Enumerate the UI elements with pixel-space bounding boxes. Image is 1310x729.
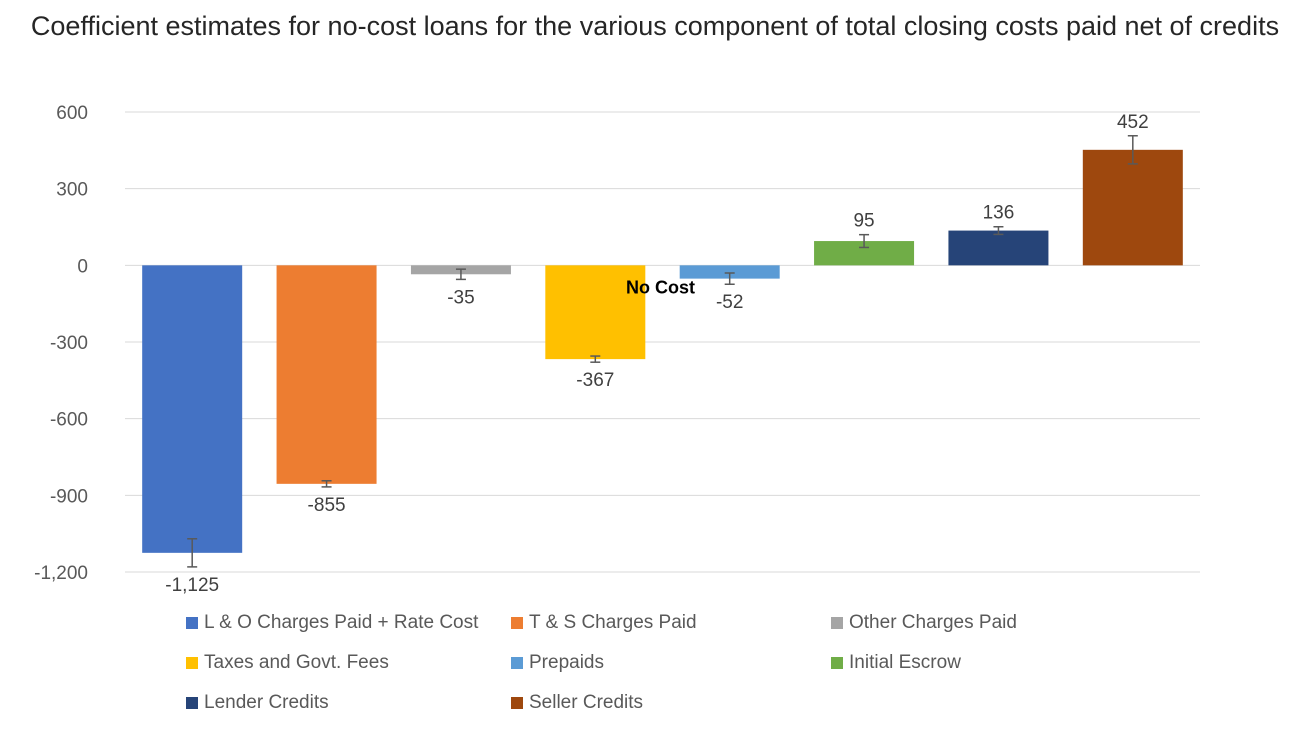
chart-annotation: No Cost [626, 277, 695, 297]
y-tick-label: -600 [50, 410, 88, 431]
chart-title: Coefficient estimates for no-cost loans … [30, 11, 1280, 41]
legend-item: Initial Escrow [831, 652, 961, 674]
bar [545, 265, 646, 360]
legend-swatch [186, 657, 198, 669]
data-label: -35 [447, 287, 474, 308]
bar [142, 265, 243, 553]
legend-swatch [831, 657, 843, 669]
data-label: -52 [716, 292, 743, 313]
legend-item: Taxes and Govt. Fees [186, 652, 389, 674]
bar [1082, 149, 1183, 266]
data-label: 452 [1117, 112, 1149, 133]
legend-item: Seller Credits [511, 692, 643, 714]
legend-swatch [831, 617, 843, 629]
y-tick-label: 300 [56, 180, 88, 201]
legend-item: Other Charges Paid [831, 612, 1017, 634]
legend-label: T & S Charges Paid [529, 612, 697, 633]
legend-swatch [511, 617, 523, 629]
data-label: -855 [308, 495, 346, 516]
legend-swatch [186, 617, 198, 629]
data-label: -1,125 [165, 575, 219, 596]
legend-swatch [511, 697, 523, 709]
y-tick-label: 600 [56, 103, 88, 124]
legend-item: T & S Charges Paid [511, 612, 697, 634]
data-label: 95 [853, 211, 874, 232]
y-tick-label: -1,200 [34, 563, 88, 584]
legend-item: L & O Charges Paid + Rate Cost [186, 612, 478, 634]
data-label: 136 [983, 203, 1015, 224]
legend-label: Other Charges Paid [849, 612, 1017, 633]
legend-label: L & O Charges Paid + Rate Cost [204, 612, 479, 633]
bar [276, 265, 377, 484]
y-tick-label: 0 [77, 256, 88, 277]
legend-label: Seller Credits [529, 692, 644, 713]
bar [679, 265, 780, 279]
legend-label: Prepaids [529, 652, 604, 673]
legend-label: Initial Escrow [849, 652, 961, 673]
y-tick-label: -300 [50, 333, 88, 354]
legend-swatch [186, 697, 198, 709]
bar [948, 230, 1049, 266]
legend-swatch [511, 657, 523, 669]
legend-label: Taxes and Govt. Fees [204, 652, 389, 673]
data-label: -367 [576, 370, 614, 391]
y-tick-label: -900 [50, 486, 88, 507]
legend-item: Prepaids [511, 652, 604, 674]
legend-label: Lender Credits [204, 692, 329, 713]
legend-item: Lender Credits [186, 692, 329, 714]
